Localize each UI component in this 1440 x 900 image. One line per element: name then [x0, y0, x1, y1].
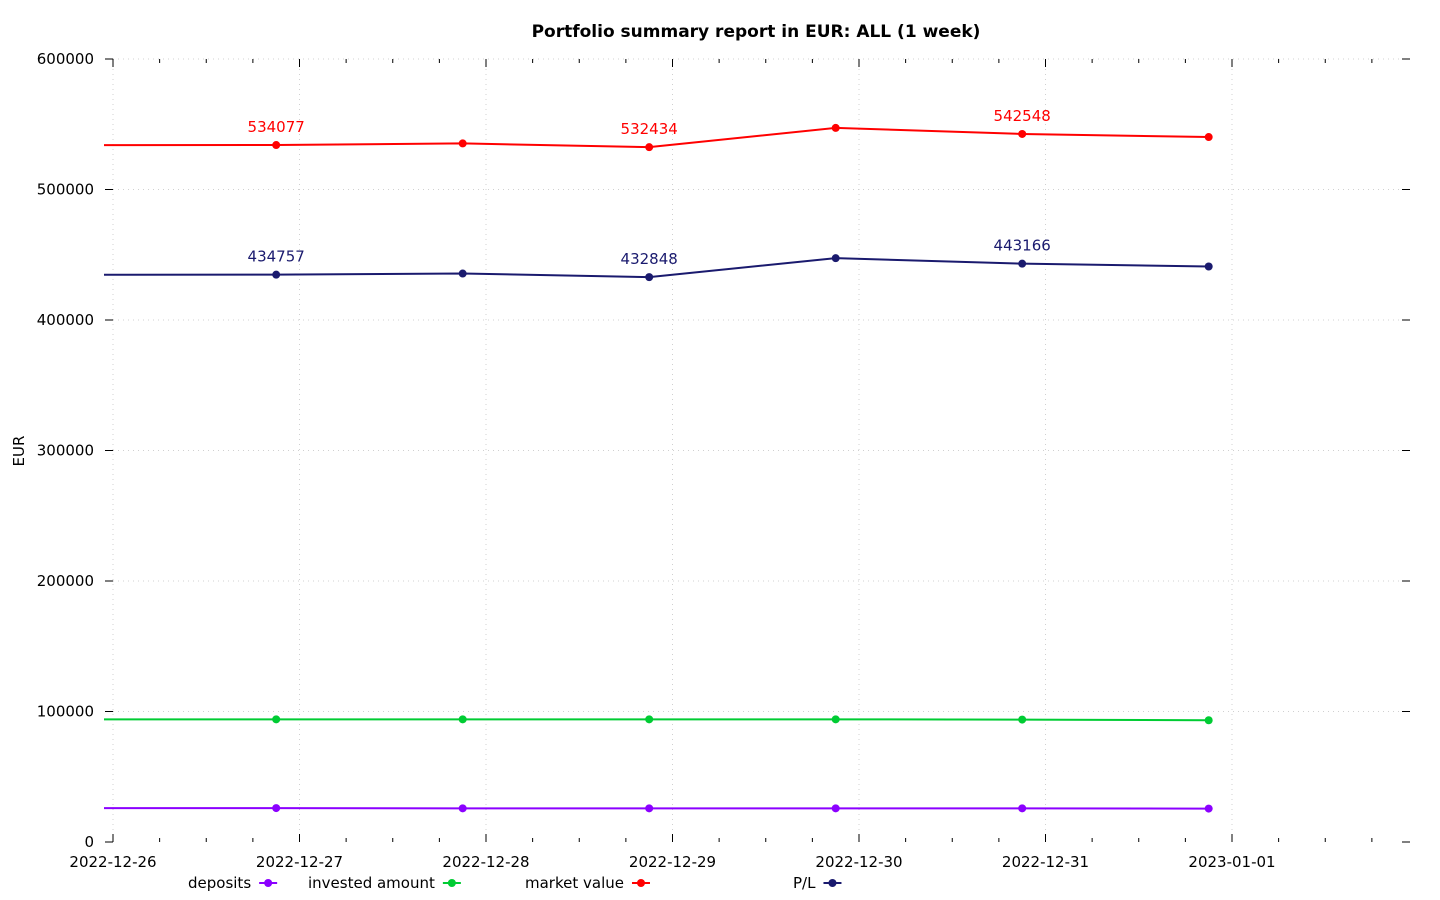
legend-label: market value — [525, 874, 624, 892]
series-invested-amount — [104, 715, 1213, 725]
y-tick-label: 100000 — [37, 703, 94, 721]
data-point — [458, 715, 467, 724]
legend-swatch-marker — [636, 879, 645, 887]
x-tick-label: 2022-12-26 — [69, 853, 156, 871]
legend-label: invested amount — [308, 874, 435, 892]
legend-label: P/L — [793, 874, 816, 892]
x-tick-label: 2022-12-31 — [1002, 853, 1089, 871]
data-point — [458, 804, 467, 813]
series-deposits — [104, 804, 1213, 813]
data-label: 534077 — [248, 118, 305, 136]
data-point — [831, 804, 840, 813]
x-tick-label: 2022-12-28 — [442, 853, 529, 871]
data-point — [272, 804, 281, 813]
data-label: 443166 — [994, 237, 1051, 255]
data-point — [1018, 804, 1027, 813]
legend-swatch-marker — [447, 879, 456, 887]
series-layer — [103, 123, 1213, 813]
data-point — [272, 141, 281, 150]
legend-swatch-marker — [264, 879, 273, 887]
legend: deposits invested amount market value P/L — [188, 874, 842, 892]
data-point — [272, 270, 281, 279]
x-tick-label: 2022-12-27 — [256, 853, 343, 871]
series-line — [104, 807, 1209, 810]
data-point — [1018, 715, 1027, 724]
x-tick-label: 2022-12-29 — [629, 853, 716, 871]
y-tick-label: 600000 — [37, 50, 94, 68]
data-point — [831, 123, 840, 132]
data-point — [831, 254, 840, 263]
data-point — [645, 273, 654, 282]
data-point — [1204, 133, 1213, 142]
y-axis-label: EUR — [10, 436, 28, 467]
series-line — [104, 718, 1209, 722]
data-point — [1204, 804, 1213, 813]
legend-label: deposits — [188, 874, 251, 892]
data-point — [645, 804, 654, 813]
data-labels-layer: 534077 532434 542548 434757 432848 443166 — [248, 107, 1051, 268]
axis-layer: 0 100000 200000 300000 400000 500000 600000 202… — [37, 50, 1410, 871]
data-point — [1204, 716, 1213, 725]
data-label: 432848 — [621, 250, 678, 268]
x-tick-label: 2022-12-30 — [815, 853, 902, 871]
legend-swatch-marker — [828, 879, 837, 887]
data-point — [1018, 129, 1027, 138]
data-point — [645, 715, 654, 724]
data-point — [1204, 262, 1213, 271]
y-tick-label: 500000 — [37, 181, 94, 199]
data-point — [458, 269, 467, 278]
chart-title: Portfolio summary report in EUR: ALL (1 … — [532, 22, 981, 42]
data-label: 532434 — [621, 120, 678, 138]
grid-layer — [112, 58, 1410, 842]
series-market-value — [103, 123, 1213, 152]
data-point — [645, 143, 654, 152]
data-point — [272, 715, 281, 724]
y-tick-label: 0 — [84, 833, 94, 851]
data-label: 434757 — [248, 248, 305, 266]
data-label: 542548 — [994, 107, 1051, 125]
y-tick-label: 300000 — [37, 442, 94, 460]
data-point — [1018, 259, 1027, 268]
data-point — [831, 715, 840, 724]
data-point — [458, 139, 467, 148]
x-tick-label: 2023-01-01 — [1188, 853, 1275, 871]
series-p-l — [103, 254, 1213, 282]
y-tick-label: 400000 — [37, 311, 94, 329]
y-tick-label: 200000 — [37, 572, 94, 590]
